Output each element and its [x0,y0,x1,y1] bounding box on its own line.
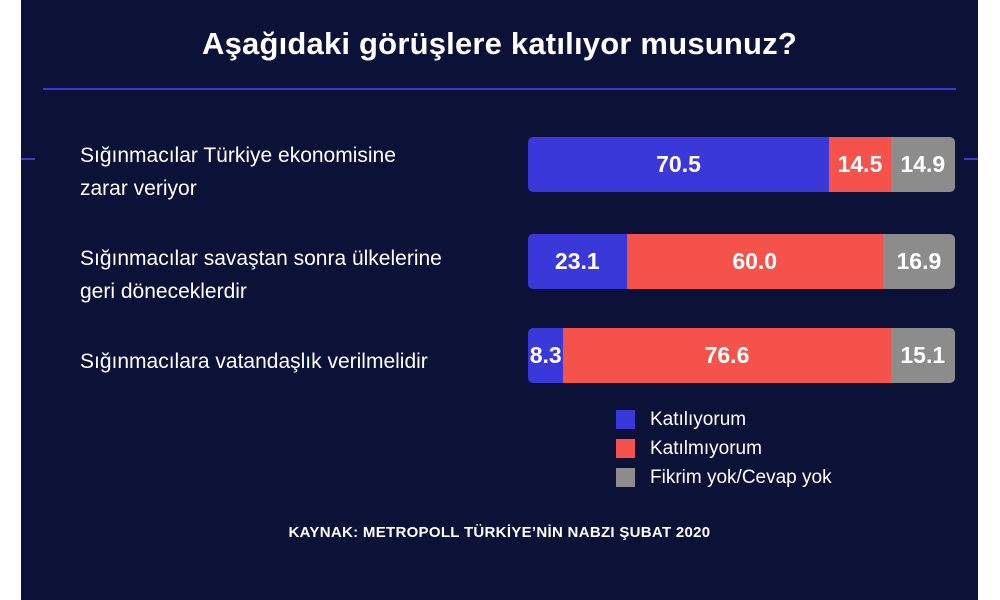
row-label-line: Sığınmacılara vatandaşlık verilmelidir [80,350,428,373]
bar-value-label: 8.3 [529,342,562,368]
bar-value-label: 60.0 [732,248,778,274]
bar-segment: 14.9 [890,137,955,192]
stacked-bar: 70.5 14.5 14.9 [528,137,955,192]
bar-segment: 70.5 [528,137,830,192]
row-label-line: geri döneceklerdir [80,280,247,303]
bar-segment: 8.3 [528,328,564,383]
bar-value-label: 70.5 [656,151,701,177]
row-label-line: Sığınmacılar savaştan sonra ülkelerine [80,247,442,270]
bar-segment: 76.6 [563,328,891,383]
source-note: KAYNAK: METROPOLL TÜRKİYE’NİN NABZI ŞUBA… [288,524,711,541]
legend-label: Fikrim yok/Cevap yok [650,466,832,488]
bar-segment: 15.1 [890,328,955,383]
row-label-line: Sığınmacılar Türkiye ekonomisine [80,144,396,167]
bar-value-label: 76.6 [704,342,750,368]
bar-value-label: 16.9 [896,248,942,274]
chart-panel: Aşağıdaki görüşlere katılıyor musunuz? S… [21,0,978,600]
title-divider [43,88,956,90]
stacked-bar: 8.3 76.6 15.1 [528,328,955,383]
bar-value-label: 14.5 [837,151,883,177]
row-label-line: zarar veriyor [80,177,197,200]
bar-value-label: 23.1 [554,248,600,274]
stacked-bar: 23.1 60.0 16.9 [528,234,955,289]
left-tick-mark [21,158,35,160]
legend-label: Katılmıyorum [650,437,762,459]
row-label: Sığınmacılara vatandaşlık verilmelidir [80,345,530,378]
legend-swatch [616,439,635,458]
bar-segment: 16.9 [882,234,955,289]
legend-label: Katılıyorum [650,408,747,430]
bar-value-label: 14.9 [900,151,946,177]
right-tick-mark [964,158,978,160]
legend-swatch [616,468,635,487]
legend-item: Katılıyorum [616,405,832,434]
bar-segment: 14.5 [829,137,891,192]
legend-item: Fikrim yok/Cevap yok [616,463,832,492]
legend-swatch [616,410,635,429]
legend-item: Katılmıyorum [616,434,832,463]
bar-segment: 60.0 [626,234,883,289]
row-label: Sığınmacılar Türkiye ekonomisine zarar ve… [80,139,530,205]
chart-title: Aşağıdaki görüşlere katılıyor musunuz? [201,26,798,61]
chart-legend: Katılıyorum Katılmıyorum Fikrim yok/Cevap … [616,405,832,492]
bar-segment: 23.1 [528,234,627,289]
row-label: Sığınmacılar savaştan sonra ülkelerine ge… [80,242,530,308]
bar-value-label: 15.1 [900,342,946,368]
